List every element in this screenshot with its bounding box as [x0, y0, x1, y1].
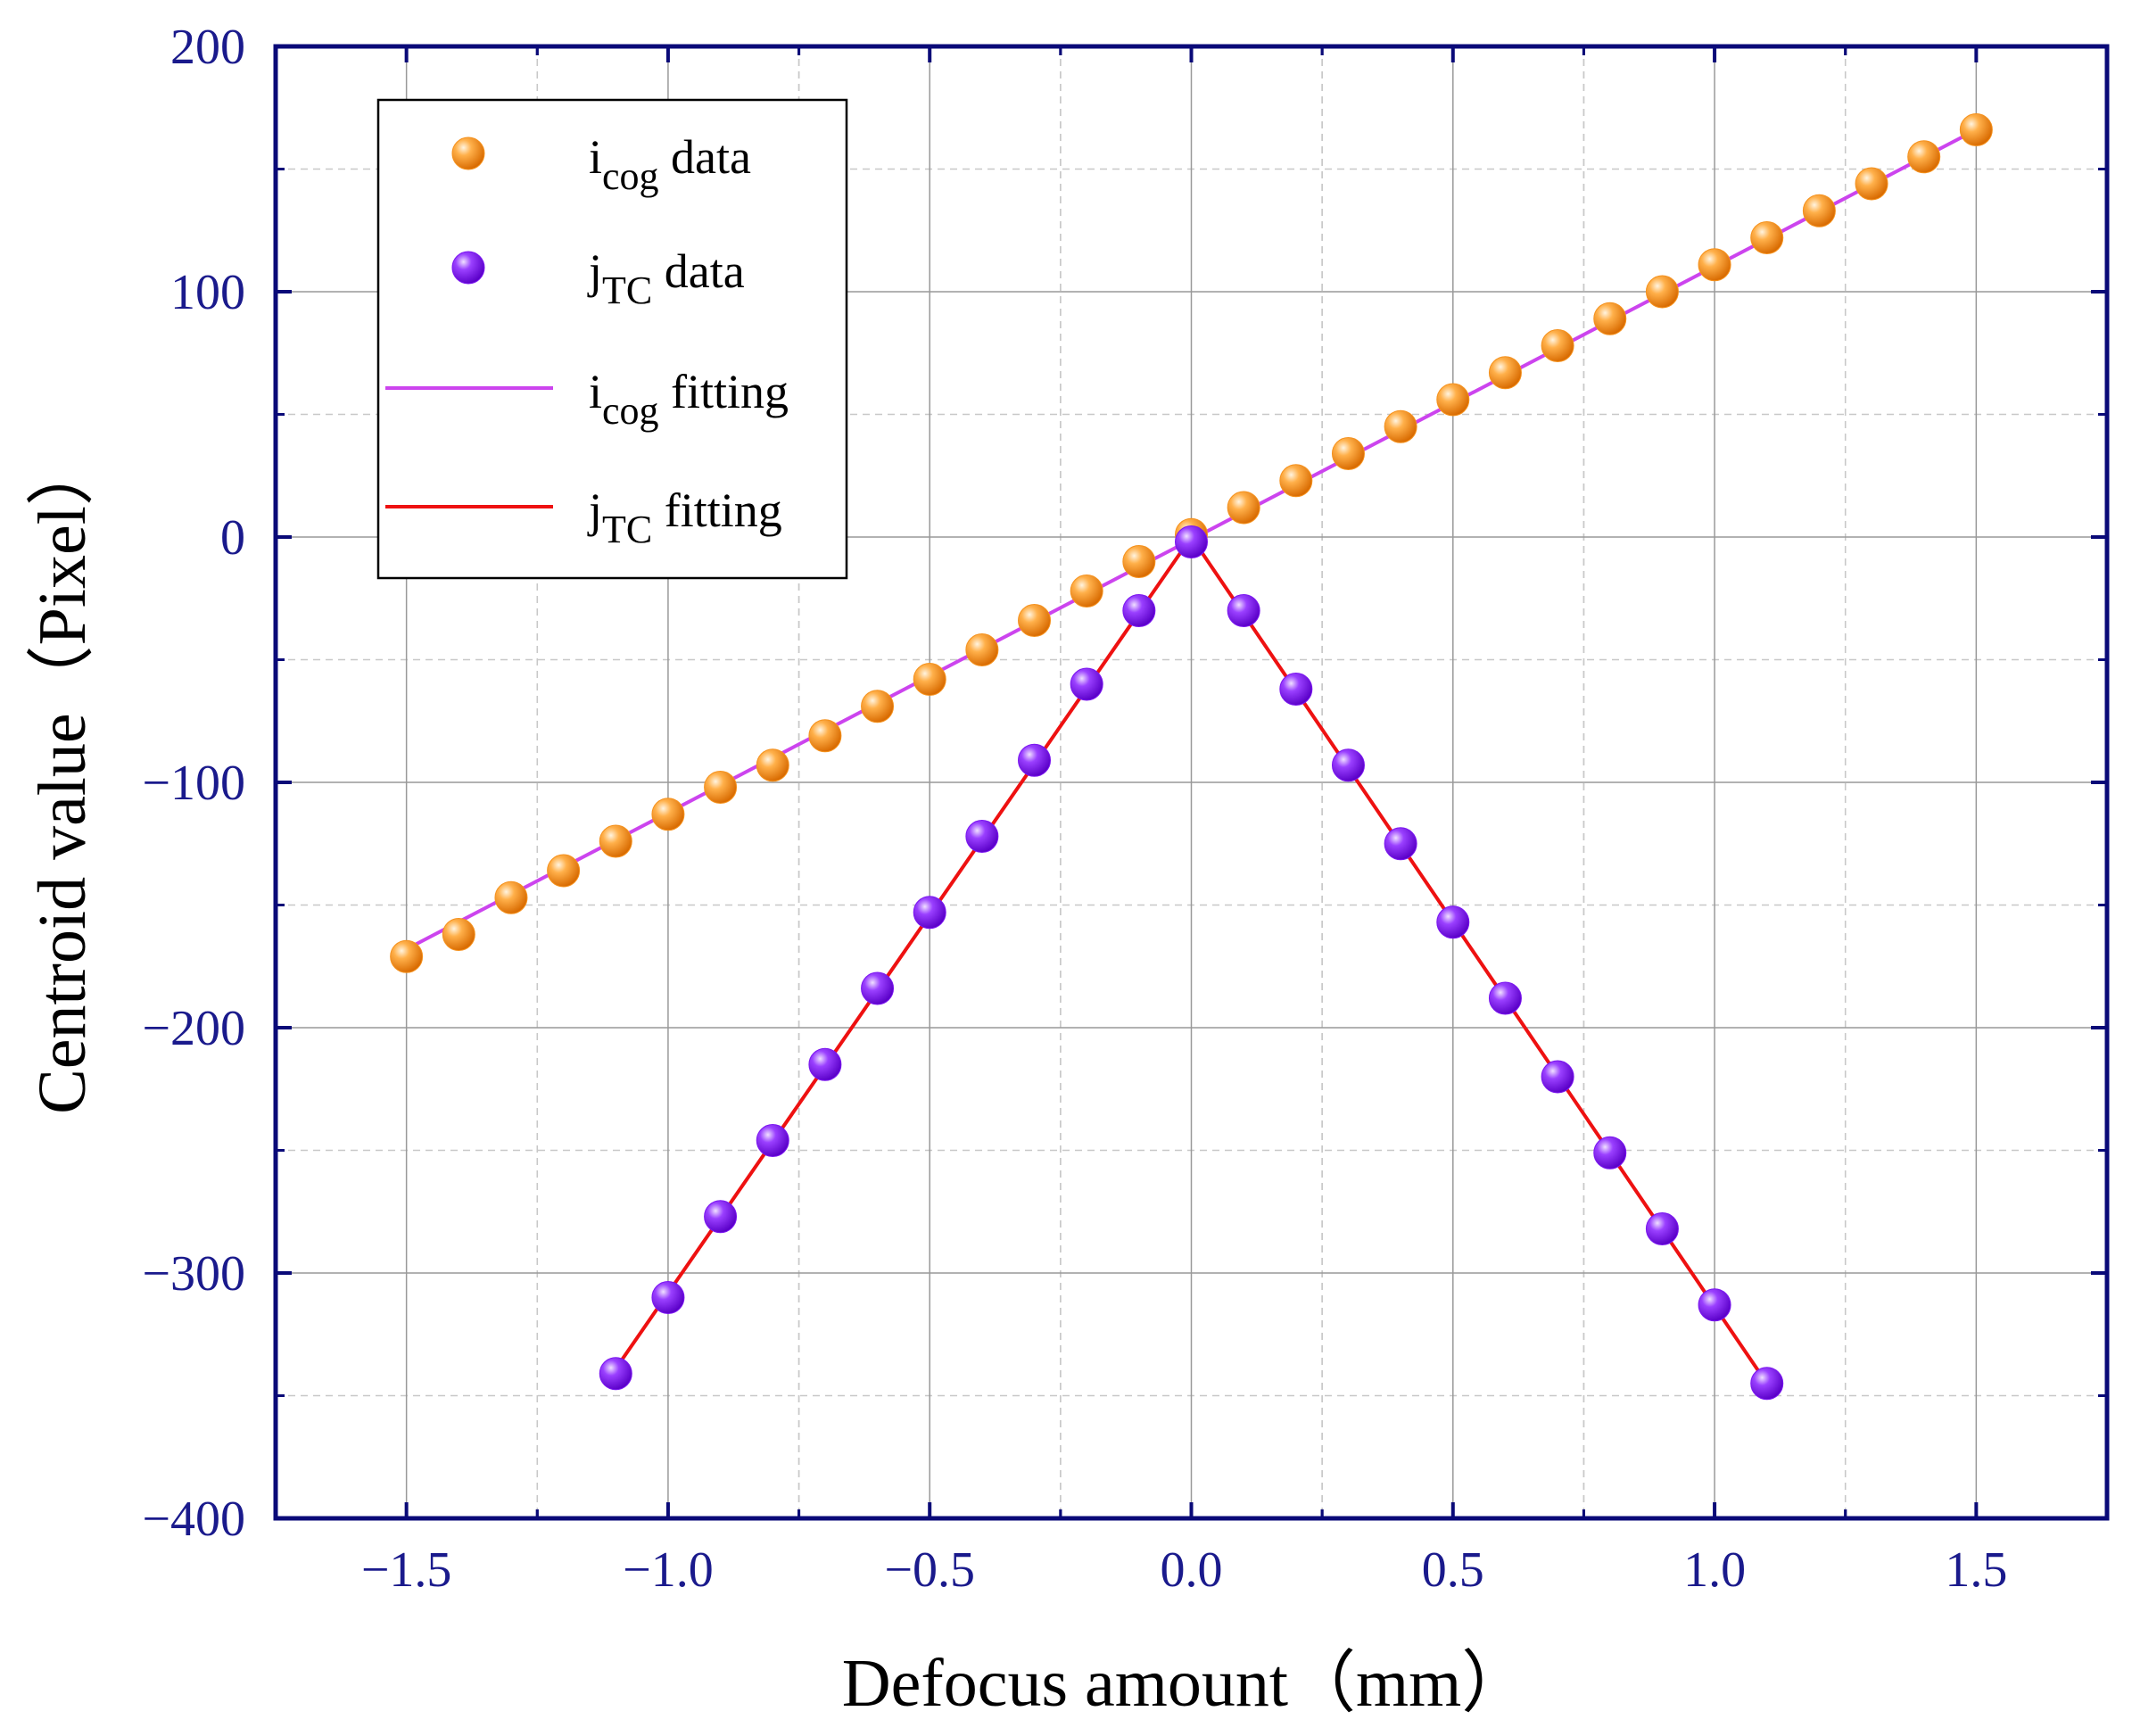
y-tick-label: −200 [142, 1001, 245, 1056]
data-point [965, 820, 999, 853]
data-point [1331, 748, 1365, 782]
y-tick-label: 100 [170, 265, 245, 320]
data-point [1384, 409, 1417, 443]
data-point [1698, 248, 1731, 282]
data-point [1122, 545, 1156, 578]
data-point [1070, 667, 1103, 701]
data-point [913, 896, 946, 930]
data-point [756, 1124, 789, 1157]
legend-marker [451, 251, 485, 285]
data-point [808, 719, 842, 753]
data-point [1750, 1367, 1784, 1401]
data-point [651, 798, 685, 831]
x-tick-label: 1.0 [1683, 1542, 1746, 1598]
y-tick-label: 0 [220, 510, 245, 566]
data-point [547, 854, 581, 888]
data-point [1959, 113, 1993, 146]
y-tick-label: −300 [142, 1246, 245, 1302]
data-point [1488, 981, 1522, 1015]
data-point [1436, 383, 1470, 417]
data-point [442, 918, 475, 951]
data-point [1436, 905, 1470, 939]
data-point [1802, 194, 1836, 227]
y-tick-label: −400 [142, 1492, 245, 1547]
data-point [390, 939, 424, 973]
data-point [1227, 594, 1260, 627]
data-points [390, 113, 1993, 1401]
data-point [1645, 275, 1679, 309]
data-point [1488, 356, 1522, 390]
data-point [704, 771, 738, 804]
data-point [599, 824, 632, 858]
data-point [1698, 1288, 1731, 1322]
data-point [1541, 329, 1574, 362]
data-point [1331, 437, 1365, 470]
x-tick-label: −0.5 [884, 1542, 975, 1598]
data-point [1227, 491, 1260, 525]
y-tick-label: −100 [142, 756, 245, 811]
data-point [1018, 604, 1052, 637]
legend-label: icog data [589, 130, 751, 198]
data-point [1175, 525, 1208, 558]
data-point [756, 748, 789, 782]
x-tick-label: 1.5 [1945, 1542, 2007, 1598]
data-point [599, 1357, 632, 1391]
x-tick-label: 0.5 [1422, 1542, 1484, 1598]
y-axis-title: Centroid value（Pixel） [25, 438, 100, 1114]
data-point [1645, 1212, 1679, 1245]
data-point [861, 971, 895, 1005]
legend-marker [451, 136, 485, 170]
data-point [1593, 1136, 1627, 1170]
legend-label: icog fitting [589, 365, 789, 433]
legend: icog data jTC data icog fitting jTC fitting [376, 98, 848, 580]
x-tick-label: −1.0 [623, 1542, 714, 1598]
data-point [1907, 140, 1941, 174]
data-point [494, 880, 528, 914]
data-point [1541, 1060, 1574, 1094]
x-tick-label: −1.5 [361, 1542, 452, 1598]
data-point [808, 1047, 842, 1081]
data-point [861, 690, 895, 723]
data-point [1279, 673, 1313, 706]
data-point [1018, 743, 1052, 777]
data-point [1750, 221, 1784, 254]
data-point [1855, 167, 1888, 201]
data-point [1279, 464, 1313, 498]
data-point [1070, 575, 1103, 608]
legend-label: jTC data [587, 244, 745, 312]
data-point [651, 1281, 685, 1314]
tick-labels: −1.5 −1.0 −0.5 0.0 0.5 1.0 1.5 −400 −300 −200 −100… [142, 20, 2007, 1598]
data-point [704, 1200, 738, 1234]
data-point [1593, 302, 1627, 335]
x-tick-label: 0.0 [1161, 1542, 1223, 1598]
axes [273, 44, 2110, 1521]
y-tick-label: 200 [170, 20, 245, 75]
legend-box [376, 98, 848, 580]
legend-label: jTC fitting [587, 484, 782, 551]
data-point [1384, 827, 1417, 861]
data-point [1122, 594, 1156, 627]
x-axis-title: Defocus amount（mm） [842, 1646, 1529, 1721]
data-point [965, 633, 999, 666]
data-point [913, 663, 946, 696]
